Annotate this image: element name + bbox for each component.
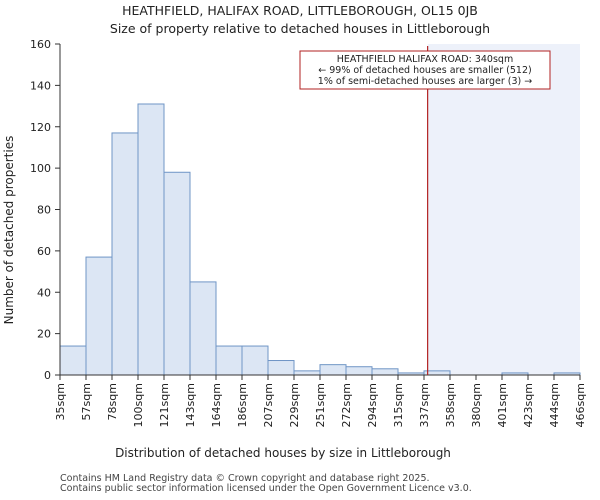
bar-78sqm [111,132,139,376]
annotation-box: HEATHFIELD HALIFAX ROAD: 340sqm ← 99% of… [299,50,551,90]
x-tick-label-143sqm: 143sqm [184,383,197,427]
x-tick-label-423sqm: 423sqm [522,383,535,427]
x-tick-label-358sqm: 358sqm [444,383,457,427]
y-tick-label-0: 0 [44,369,51,382]
x-tick-label-444sqm: 444sqm [548,383,561,427]
x-axis-label: Distribution of detached houses by size … [115,446,451,460]
x-tick-label-401sqm: 401sqm [496,383,509,427]
bar-229sqm [293,370,321,376]
highlight-region [427,44,580,375]
x-tick-label-315sqm: 315sqm [392,383,405,427]
footer-copyright: Contains HM Land Registry data © Crown c… [60,473,430,484]
bar-207sqm [267,360,295,376]
y-tick-label-140: 140 [30,79,51,92]
bar-272sqm [345,366,373,376]
bar-186sqm [241,345,269,376]
y-tick-label-60: 60 [37,245,51,258]
bar-164sqm [215,345,243,376]
x-tick-label-272sqm: 272sqm [340,383,353,427]
x-tick-label-229sqm: 229sqm [288,383,301,427]
annotation-line-1: HEATHFIELD HALIFAX ROAD: 340sqm [337,54,513,65]
annotation-line-3: 1% of semi-detached houses are larger (3… [318,76,532,87]
x-tick-label-466sqm: 466sqm [574,383,587,427]
footer-licence: Contains public sector information licen… [60,483,472,494]
chart-subtitle: Size of property relative to detached ho… [110,21,490,36]
x-tick-label-337sqm: 337sqm [418,383,431,427]
x-tick-label-78sqm: 78sqm [106,383,119,420]
bar-143sqm [189,281,217,376]
x-tick-label-35sqm: 35sqm [54,383,67,420]
chart-title: HEATHFIELD, HALIFAX ROAD, LITTLEBOROUGH,… [122,3,478,18]
bar-251sqm [319,364,347,376]
y-tick-label-80: 80 [37,204,51,217]
bar-100sqm [137,103,165,376]
x-tick-label-186sqm: 186sqm [236,383,249,427]
x-tick-label-380sqm: 380sqm [470,383,483,427]
annotation-line-2: ← 99% of detached houses are smaller (51… [318,65,531,76]
bar-57sqm [85,256,113,376]
y-tick-label-20: 20 [37,328,51,341]
x-tick-label-294sqm: 294sqm [366,383,379,427]
x-tick-label-207sqm: 207sqm [262,383,275,427]
bar-121sqm [163,171,191,376]
y-tick-label-40: 40 [37,286,51,299]
bar-294sqm [371,368,399,376]
y-tick-label-100: 100 [30,162,51,175]
x-tick-label-164sqm: 164sqm [210,383,223,427]
y-axis-label: Number of detached properties [2,136,16,325]
y-tick-label-160: 160 [30,38,51,51]
y-tick-label-120: 120 [30,121,51,134]
x-tick-label-57sqm: 57sqm [80,383,93,420]
bar-35sqm [59,345,87,376]
x-tick-label-100sqm: 100sqm [132,383,145,427]
x-tick-label-121sqm: 121sqm [158,383,171,427]
x-tick-label-251sqm: 251sqm [314,383,327,427]
